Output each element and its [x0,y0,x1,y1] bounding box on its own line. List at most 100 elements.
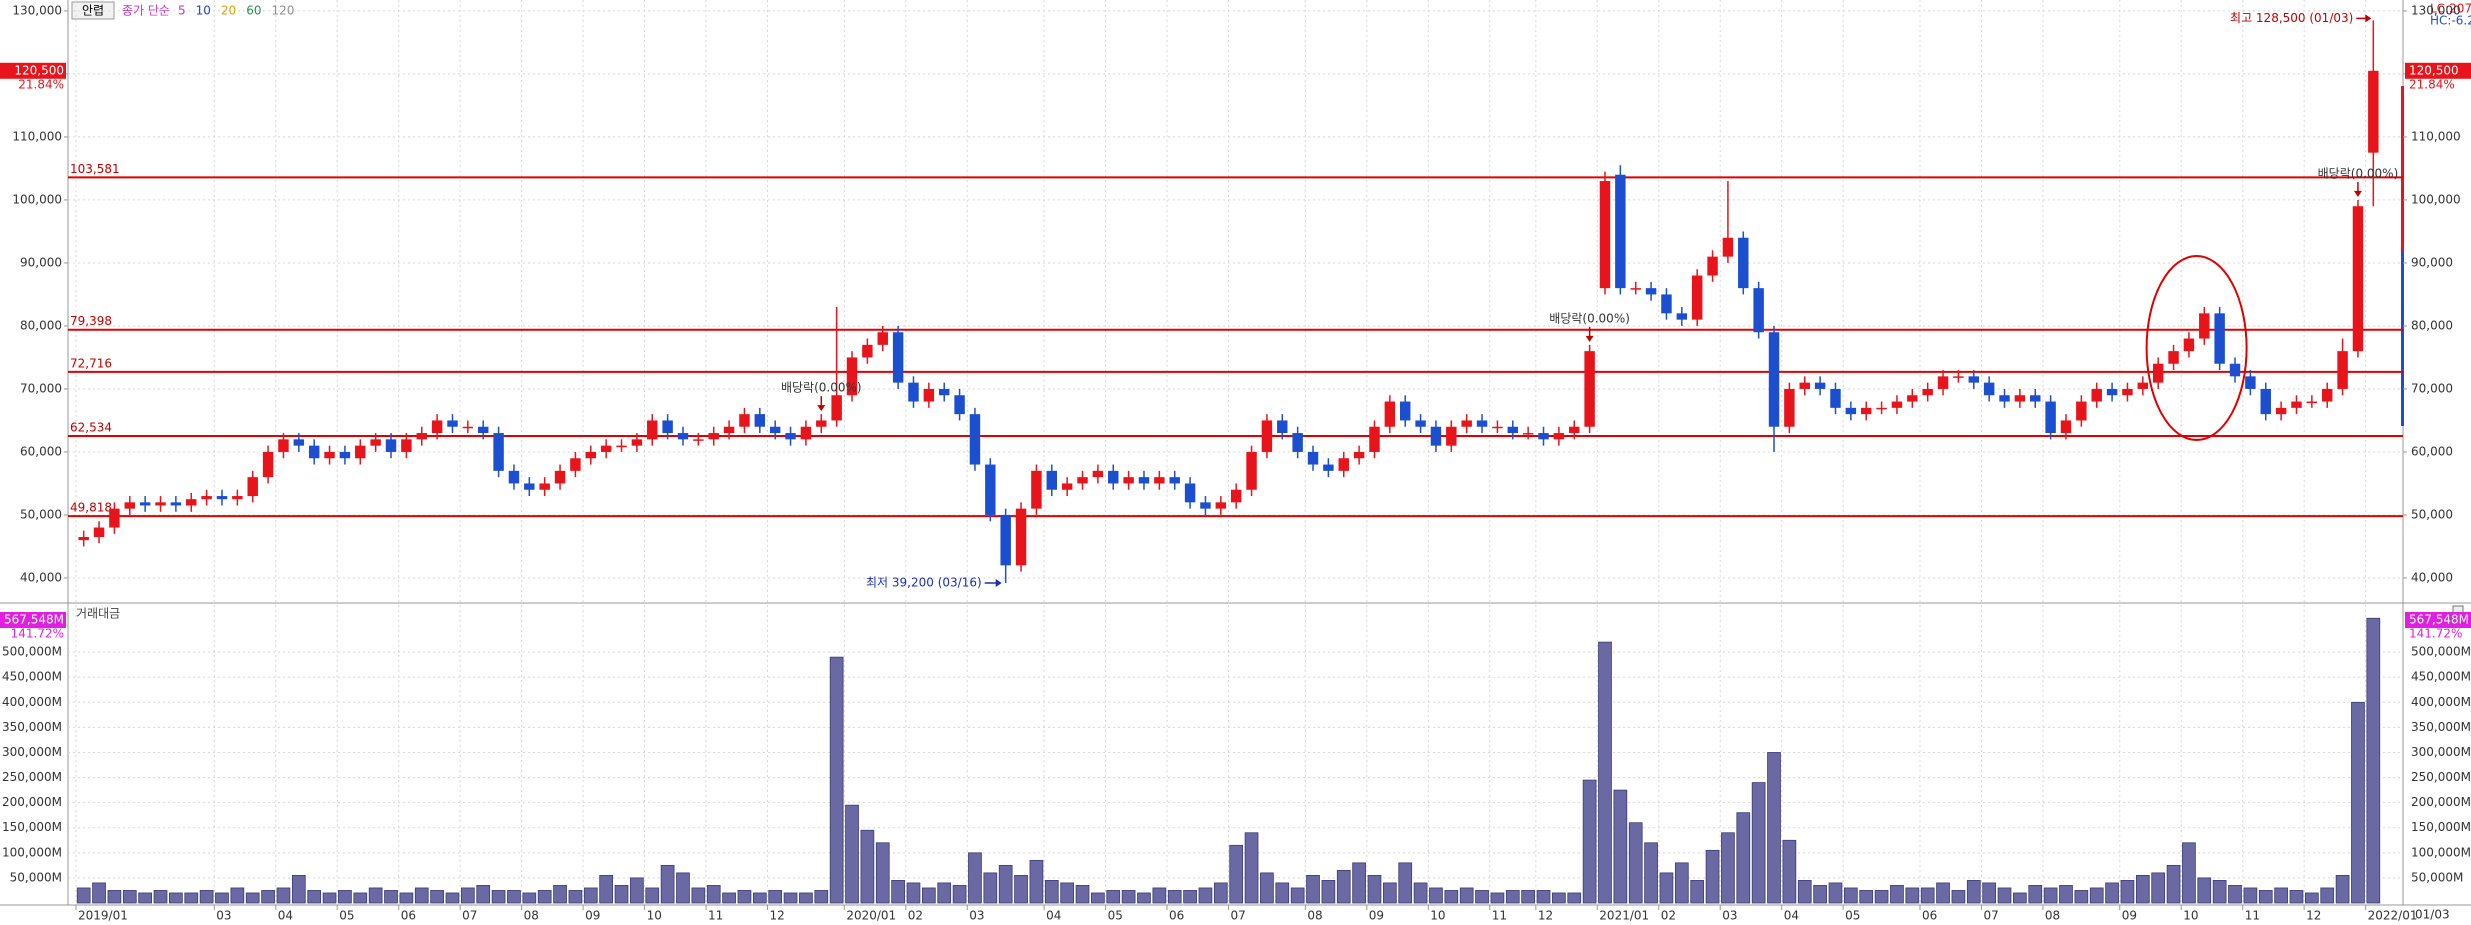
volume-bar [1997,887,2012,904]
y-tick-label: 110,000 [12,129,62,143]
x-tick-label: 07 [1983,909,1998,923]
volume-bar [1582,779,1597,904]
y-tick-label: 110,000 [2411,129,2461,143]
candle-body [1000,514,1011,566]
volume-bar [445,892,460,904]
range-bar [2401,86,2404,251]
last-price-box [0,62,66,79]
x-tick-label: 10 [647,909,662,923]
candle-body [124,502,136,509]
candle-body [2368,70,2379,153]
volume-bar [1382,882,1397,904]
volume-bar [1275,882,1290,904]
y-tick-label: 50,000 [2411,507,2453,521]
volume-bar [1813,885,1827,904]
y-tick-label: 90,000 [2411,255,2453,269]
candle-body [2337,351,2348,389]
volume-bar [1890,885,1904,904]
candle-body [170,502,182,506]
volume-bar [169,892,183,904]
x-tick-label: 02 [1661,909,1676,923]
y-tick-label: 200,000M [2,795,62,809]
candle-body [892,332,904,383]
volume-bar [2120,880,2135,904]
candle-body [600,445,612,452]
last-volume-label: 567,548M [4,613,64,627]
candle-body [186,499,197,506]
volume-bar [1029,859,1044,904]
candle-body [2045,401,2056,434]
support-label: 72,716 [70,356,112,370]
candle-body [1661,294,1672,314]
candle-body [1476,420,1488,427]
volume-bar [153,890,168,904]
volume-bar [998,864,1013,904]
legend-entry: 10 [196,4,211,18]
candle-body [1507,426,1519,434]
x-tick-label: 09 [1369,909,1384,923]
volume-bar [414,887,429,904]
x-tick-label: 12 [770,909,785,923]
volume-bar [122,890,137,904]
volume-bar [368,887,383,904]
volume-bar [460,887,475,904]
volume-bar [1091,892,1105,904]
volume-bar [614,885,629,904]
candle-body [1338,458,1349,471]
candle-body [1046,470,1058,490]
candle-body [1092,470,1104,478]
y-tick-label: 450,000M [2411,670,2471,684]
candle-body [262,451,274,478]
volume-bar [1044,880,1059,904]
volume-bar [952,885,967,904]
candle-body [293,439,305,446]
volume-bar [1014,875,1028,904]
volume-bar [553,885,567,904]
volume-bar [1859,890,1874,904]
volume-bar [1674,862,1689,904]
volume-bar [2243,887,2258,904]
volume-bar [353,892,368,904]
candle-body [1860,407,1872,415]
y-tick-label: 90,000 [20,255,62,269]
volume-bar [752,892,767,904]
candle-body [1968,376,1980,383]
volume-bar [1505,890,1520,904]
candle-body [1292,433,1303,452]
y-tick-label: 500,000M [2,645,62,659]
candle-body [247,477,258,497]
candle-body [370,439,381,446]
high-annotation: 최고 128,500 (01/03) [2230,11,2353,25]
candle-body [1184,483,1196,503]
candle-body [1983,382,1995,396]
annotation-arrowhead [1585,335,1594,342]
candle-body [1953,376,1964,378]
candle-body [1123,477,1134,484]
annotation-arrowhead [817,405,826,412]
ex-dividend-annotation: 배당락(0.00%) [781,381,862,395]
volume-bar [1106,890,1121,904]
x-tick-label: 11 [708,909,723,923]
candle-body [800,426,812,440]
volume-bar [1367,875,1382,904]
last-price-box [2405,62,2471,79]
y-tick-label: 80,000 [20,318,62,332]
volume-bar [937,882,952,904]
volume-bar [1951,890,1966,904]
volume-bar [430,890,444,904]
annotation-arrowhead [2353,190,2362,197]
candle-body [1999,395,2010,402]
volume-bar [2043,887,2058,904]
volume-bar [1152,887,1167,904]
y-tick-label: 100,000M [2,845,62,859]
volume-bar [1966,880,1981,904]
legend-entry: 60 [246,4,261,18]
volume-bar [307,890,322,904]
volume-bar [2166,864,2181,904]
candle-body [2306,401,2318,404]
volume-bar [2258,890,2273,904]
ma-title: 종가 단순 [122,4,170,18]
candle-body [1277,420,1288,434]
volume-bar [384,890,398,904]
